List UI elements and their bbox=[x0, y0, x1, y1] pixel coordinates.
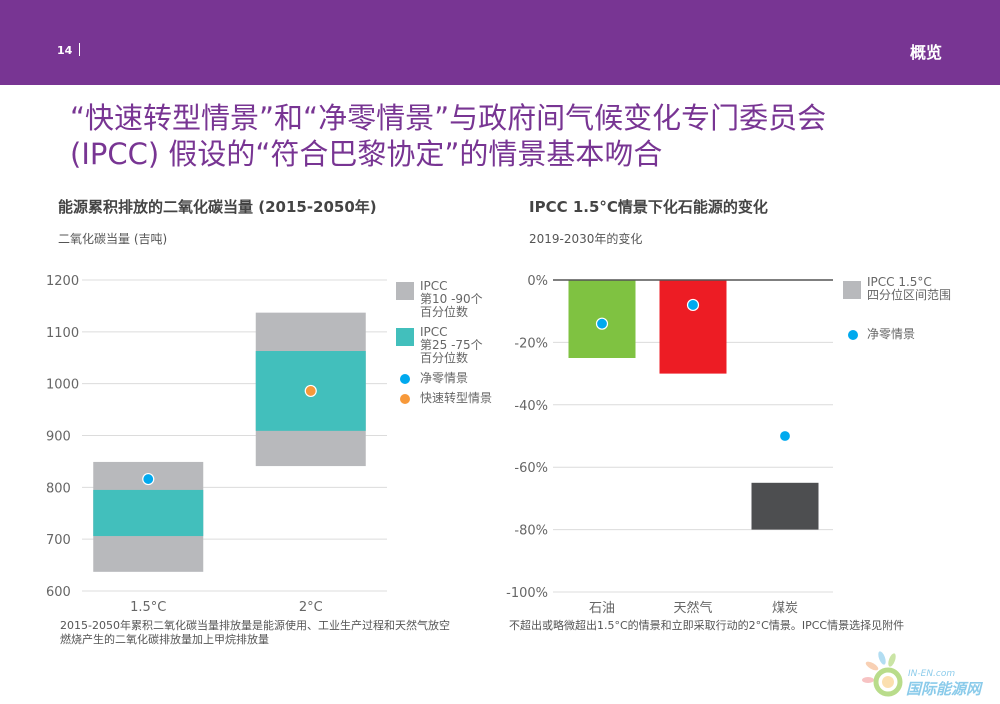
legend-item-ipcc-iqr: IPCC 1.5°C 四分位区间范围 bbox=[843, 276, 983, 328]
leaf-logo-icon: IN-EN.com 国际能源网 bbox=[862, 651, 984, 698]
left-chart-legend: IPCC 第10 -90个 百分位数 IPCC 第25 -75个 百分位数 净零… bbox=[396, 280, 506, 412]
footnote-line: 2015-2050年累积二氧化碳当量排放量是能源使用、工业生产过程和天然气放空 bbox=[60, 619, 450, 632]
legend-item-ipcc-10-90: IPCC 第10 -90个 百分位数 bbox=[396, 280, 506, 326]
right-chart-legend: IPCC 1.5°C 四分位区间范围 净零情景 bbox=[843, 276, 983, 348]
bar-range-2 bbox=[751, 482, 819, 530]
watermark-latin: IN-EN.com bbox=[908, 669, 955, 679]
y-tick-label: -20% bbox=[514, 336, 548, 351]
y-tick-label: 0% bbox=[527, 274, 548, 289]
x-tick-label: 煤炭 bbox=[772, 601, 798, 616]
bar-range-25-75 bbox=[93, 489, 204, 537]
headline-line-1: “快速转型情景”和“净零情景”与政府间气候变化专门委员会 bbox=[70, 101, 827, 135]
left-chart-ylabel: 二氧化碳当量 (吉吨) bbox=[58, 232, 168, 246]
legend-label: 第10 -90个 bbox=[420, 292, 483, 306]
watermark-logo: IN-EN.com 国际能源网 bbox=[860, 650, 1000, 700]
legend-swatch-gray bbox=[843, 281, 861, 299]
x-tick-label: 2°C bbox=[299, 600, 323, 615]
y-tick-label: -60% bbox=[514, 461, 548, 476]
legend-label: 四分位区间范围 bbox=[867, 288, 952, 302]
x-tick-label: 天然气 bbox=[673, 600, 712, 616]
right-chart: 0% -20% -40% -60% -80% -100% 石油 天然气 煤炭 bbox=[506, 274, 833, 616]
legend-label: 百分位数 bbox=[420, 351, 469, 365]
net-zero-point bbox=[778, 429, 792, 443]
header-bar: 14 概览 bbox=[0, 0, 1000, 85]
y-tick-label: 900 bbox=[46, 430, 71, 445]
legend-item-rapid-transition: 快速转型情景 bbox=[396, 392, 506, 412]
legend-label: 百分位数 bbox=[420, 305, 469, 319]
y-tick-label: 800 bbox=[46, 481, 71, 496]
legend-swatch-gray bbox=[396, 282, 414, 300]
watermark-chinese: 国际能源网 bbox=[906, 680, 984, 698]
page-number: 14 bbox=[57, 44, 73, 57]
legend-label: 净零情景 bbox=[420, 371, 469, 385]
left-chart-title: 能源累积排放的二氧化碳当量 (2015-2050年) bbox=[58, 198, 377, 216]
bar-range-1 bbox=[659, 280, 727, 374]
net-zero-point bbox=[686, 298, 700, 312]
section-title: 概览 bbox=[909, 43, 942, 62]
legend-dot-blue bbox=[848, 330, 858, 340]
header-separator bbox=[79, 43, 80, 56]
net-zero-point bbox=[142, 472, 155, 486]
y-tick-label: 1100 bbox=[46, 326, 79, 341]
legend-item-net-zero: 净零情景 bbox=[843, 328, 983, 348]
legend-label: IPCC bbox=[420, 279, 448, 293]
right-chart-title: IPCC 1.5°C情景下化石能源的变化 bbox=[529, 198, 768, 216]
net-zero-point bbox=[595, 317, 609, 330]
footnote-line: 燃烧产生的二氧化碳排放量加上甲烷排放量 bbox=[60, 633, 269, 646]
left-chart: 600 700 800 900 1000 1100 1200 1.5°C 2°C bbox=[46, 274, 387, 615]
legend-label: IPCC bbox=[420, 325, 448, 339]
y-tick-label: 1200 bbox=[46, 274, 79, 289]
legend-dot-blue bbox=[400, 374, 410, 384]
footnote-line: 不超出或略微超出1.5°C的情景和立即采取行动的2°C情景。IPCC情景选择见附… bbox=[509, 619, 905, 632]
legend-label: 快速转型情景 bbox=[420, 391, 493, 405]
legend-item-net-zero: 净零情景 bbox=[396, 372, 506, 392]
headline-line-2: (IPCC) 假设的“符合巴黎协定”的情景基本吻合 bbox=[70, 137, 663, 171]
right-chart-footnote: 不超出或略微超出1.5°C的情景和立即采取行动的2°C情景。IPCC情景选择见附… bbox=[509, 619, 904, 633]
y-tick-label: -100% bbox=[506, 586, 548, 601]
legend-label: 第25 -75个 bbox=[420, 338, 483, 352]
right-chart-ylabel: 2019-2030年的变化 bbox=[529, 232, 643, 246]
legend-label: IPCC 1.5°C bbox=[867, 275, 932, 289]
legend-swatch-teal bbox=[396, 328, 414, 346]
legend-label: 净零情景 bbox=[867, 327, 916, 341]
y-tick-label: 1000 bbox=[46, 378, 79, 393]
legend-dot-orange bbox=[400, 394, 410, 404]
y-tick-label: 700 bbox=[46, 533, 71, 548]
y-tick-label: -80% bbox=[514, 524, 548, 539]
x-tick-label: 1.5°C bbox=[130, 600, 166, 615]
left-chart-footnote: 2015-2050年累积二氧化碳当量排放量是能源使用、工业生产过程和天然气放空 … bbox=[60, 619, 450, 647]
rapid-transition-point bbox=[304, 384, 317, 398]
page-headline: “快速转型情景”和“净零情景”与政府间气候变化专门委员会 (IPCC) 假设的“… bbox=[70, 100, 890, 172]
y-tick-label: -40% bbox=[514, 399, 548, 414]
x-tick-label: 石油 bbox=[589, 601, 615, 616]
legend-item-ipcc-25-75: IPCC 第25 -75个 百分位数 bbox=[396, 326, 506, 372]
y-tick-label: 600 bbox=[46, 585, 71, 600]
